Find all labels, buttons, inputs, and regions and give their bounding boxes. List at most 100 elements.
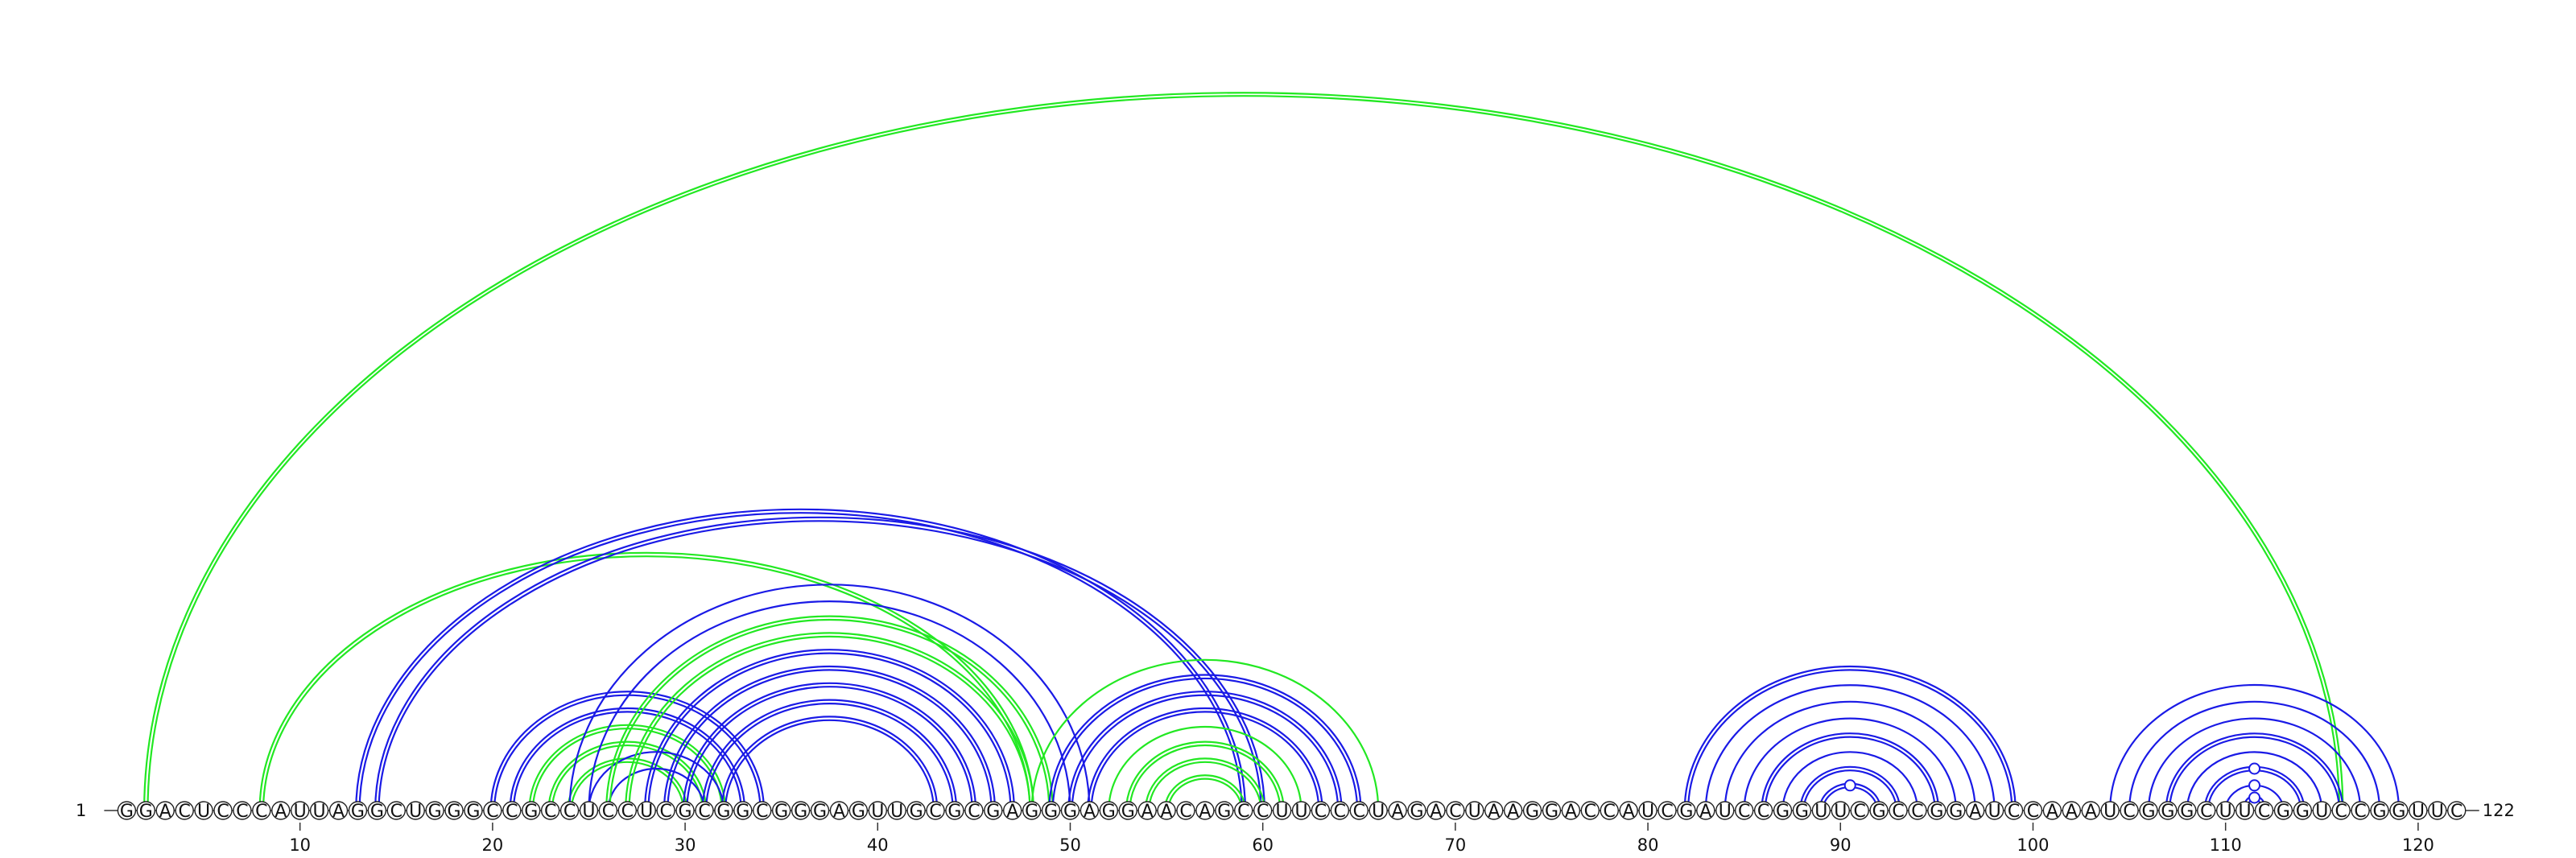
nucleotide-letter: C xyxy=(544,802,556,822)
base-pair-arc xyxy=(570,761,684,811)
base-pair-arc xyxy=(605,615,1054,811)
nucleotide-letter: C xyxy=(1334,802,1346,822)
nucleotide-circle xyxy=(540,801,560,820)
base-pair-arc xyxy=(2165,732,2344,811)
nucleotide-letter: C xyxy=(390,802,402,822)
nucleotide: G xyxy=(945,801,964,822)
nucleotide-circle xyxy=(1734,801,1754,820)
nucleotide-circle xyxy=(1291,801,1311,820)
nucleotide: A xyxy=(1080,801,1100,822)
nucleotide-circle xyxy=(328,801,349,820)
nucleotide: C xyxy=(1908,801,1927,822)
nucleotide-letter: C xyxy=(2123,802,2135,822)
nucleotide: G xyxy=(2158,801,2178,822)
nucleotide-letter: A xyxy=(1141,802,1154,822)
nucleotide-letter: U xyxy=(640,802,653,822)
nucleotide: A xyxy=(155,801,175,822)
tick-label: 90 xyxy=(1830,835,1852,855)
base-pair-arc xyxy=(531,728,723,811)
nucleotide-letter: C xyxy=(255,802,267,822)
nucleotide-letter: A xyxy=(332,802,345,822)
nucleotide-letter: A xyxy=(833,802,845,822)
nucleotide: G xyxy=(1022,801,1042,822)
nucleotide-letter: U xyxy=(890,802,903,822)
base-pair-arc xyxy=(705,702,954,811)
nucleotide: G xyxy=(984,801,1003,822)
nucleotide-circle xyxy=(2139,801,2158,820)
nucleotide-letter: C xyxy=(2450,802,2462,822)
base-pair-arc xyxy=(682,682,977,811)
nucleotide: C xyxy=(502,801,522,822)
nucleotide: C xyxy=(2254,801,2274,822)
nucleotide-circle xyxy=(2428,801,2447,820)
nucleotide-circle xyxy=(2254,801,2274,820)
nucleotide: G xyxy=(367,801,387,822)
nucleotide-circle xyxy=(1388,801,1407,820)
nucleotide-circle xyxy=(1831,801,1850,820)
nucleotide: U xyxy=(2312,801,2331,822)
nucleotide-letter: U xyxy=(1814,802,1827,822)
nucleotide-letter: C xyxy=(1757,802,1769,822)
nucleotide: G xyxy=(714,801,733,822)
nucleotide-letter: C xyxy=(1911,802,1923,822)
nucleotide: A xyxy=(2081,801,2100,822)
nucleotide: G xyxy=(136,801,156,822)
base-pair-arc xyxy=(1163,774,1247,811)
nucleotide-circle xyxy=(1253,801,1273,820)
base-pair-arc xyxy=(1802,769,1897,811)
nucleotide-circle xyxy=(1542,801,1562,820)
nucleotide-circle xyxy=(1811,801,1831,820)
base-pair-arc xyxy=(1067,691,1343,811)
base-pair-arc xyxy=(1048,674,1362,811)
nucleotide: G xyxy=(1677,801,1696,822)
nucleotide-letter: G xyxy=(1679,802,1693,822)
nucleotide-circle xyxy=(1984,801,2004,820)
nucleotide-circle xyxy=(444,801,464,820)
nucleotide: A xyxy=(328,801,349,822)
base-pair-arc xyxy=(568,584,1091,811)
nucleotide-letter: C xyxy=(756,802,768,822)
nucleotide-letter: C xyxy=(1179,802,1191,822)
nucleotide: U xyxy=(2235,801,2255,822)
nucleotide-letter: G xyxy=(1121,802,1135,822)
nucleotide-letter: U xyxy=(1834,802,1847,822)
nucleotide: C xyxy=(656,801,675,822)
nucleotide: U xyxy=(1811,801,1831,822)
base-pair-arc xyxy=(1051,677,1359,811)
base-pair-arc xyxy=(625,632,1034,811)
nucleotide: A xyxy=(2062,801,2082,822)
nucleotide: C xyxy=(1580,801,1600,822)
nucleotide-letter: G xyxy=(466,802,480,822)
nucleotide-circle xyxy=(2389,801,2409,820)
nucleotide-circle xyxy=(1041,801,1061,820)
nucleotide-circle xyxy=(213,801,233,820)
nucleotide-circle xyxy=(1522,801,1542,820)
nucleotide-circle xyxy=(1195,801,1215,820)
nucleotide-letter: C xyxy=(217,802,229,822)
nucleotide-letter: C xyxy=(506,802,518,822)
nucleotide-letter: G xyxy=(736,802,749,822)
nucleotide: C xyxy=(1446,801,1465,822)
base-pair-arc xyxy=(2147,717,2362,811)
base-pair-arc xyxy=(643,649,1016,811)
nucleotide: C xyxy=(617,801,638,822)
nucleotide: U xyxy=(1984,801,2004,822)
nucleotide-circle xyxy=(1330,801,1350,820)
nucleotide: C xyxy=(1657,801,1677,822)
tick-label: 20 xyxy=(482,835,504,855)
nucleotide-letter: U xyxy=(1372,802,1385,822)
nucleotide: G xyxy=(848,801,869,822)
nucleotide-letter: A xyxy=(1623,802,1635,822)
nucleotide: G xyxy=(1927,801,1946,822)
nucleotide-letter: G xyxy=(120,802,134,822)
nucleotide-circle xyxy=(926,801,945,820)
base-pair-arc xyxy=(1144,757,1265,811)
nucleotide: G xyxy=(733,801,753,822)
nucleotide: U xyxy=(2428,801,2447,822)
nucleotide: C xyxy=(559,801,580,822)
nucleotide-letter: C xyxy=(178,802,190,822)
nucleotide-circle xyxy=(810,801,830,820)
nucleotide: G xyxy=(906,801,926,822)
nucleotide-circle xyxy=(522,801,541,820)
nucleotide-letter: U xyxy=(2315,802,2328,822)
